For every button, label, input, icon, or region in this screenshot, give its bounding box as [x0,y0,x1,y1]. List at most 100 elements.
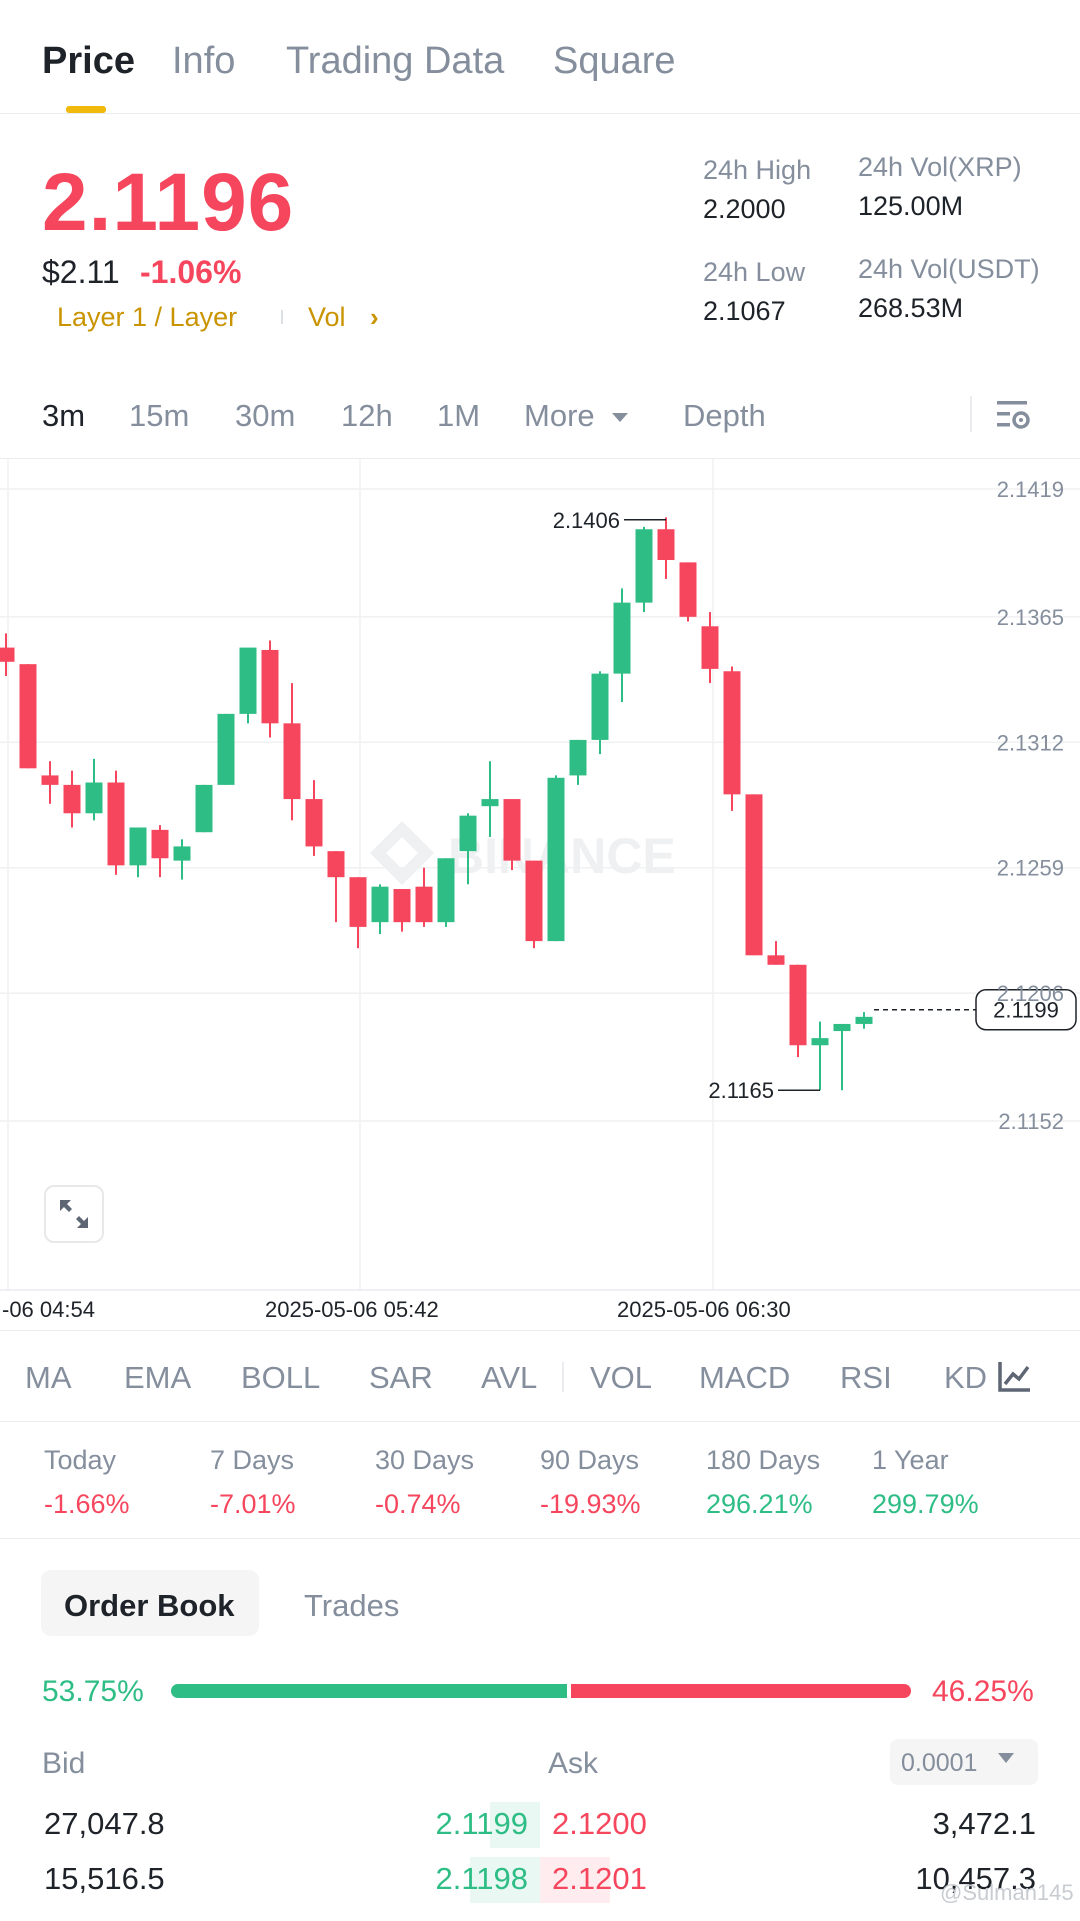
candle-body [0,647,15,662]
ask-column-header: Ask [548,1747,599,1780]
price-axis-tick-label: 2.1152 [998,1109,1064,1134]
interval-1m[interactable]: 1M [437,398,481,433]
tab-order-book[interactable]: Order Book [64,1588,235,1623]
perf-label-today: Today [44,1445,117,1475]
order-book-row[interactable]: 27,047.8 2.1199 2.1200 3,472.1 [0,1796,1080,1852]
interval-30m[interactable]: 30m [235,398,296,433]
bid-column-header: Bid [42,1747,86,1780]
indicator-vol[interactable]: VOL [590,1360,653,1395]
order-book-row[interactable]: 15,516.5 2.1198 2.1201 10,457.3 [0,1851,1080,1907]
ask-quantity: 10,457.3 [915,1861,1036,1896]
candle-body [437,858,455,923]
tab-trades[interactable]: Trades [304,1588,400,1623]
24h-vol-base-label: 24h Vol(XRP) [858,152,1022,182]
tab-trading-data[interactable]: Trading Data [286,40,505,82]
candle-body [129,827,147,866]
caret-down-icon[interactable] [998,1753,1014,1763]
indicator-ema[interactable]: EMA [124,1360,192,1395]
tag-divider [281,310,283,324]
indicator-ma[interactable]: MA [25,1360,72,1395]
current-price-box [975,988,1077,1031]
time-axis-label-3: 2025-05-06 06:30 [617,1297,791,1322]
tab-info[interactable]: Info [172,40,236,82]
bid-depth-bar [470,1857,540,1903]
perf-label-1y: 1 Year [872,1445,949,1475]
candle-body [415,886,433,923]
candle-body [393,889,411,923]
current-price-label: 2.1199 [993,998,1059,1023]
interval-depth[interactable]: Depth [683,398,766,433]
candle-body [173,846,191,861]
perf-value-7d: -7.01% [210,1489,296,1519]
ask-ratio: 46.25% [932,1675,1034,1708]
vol-tag-link[interactable]: Vol [308,302,346,332]
ask-price: 2.1200 [552,1806,647,1841]
interval-bar-divider [0,458,1080,459]
candle-body [459,815,477,852]
chart-settings-icon[interactable] [994,396,1032,434]
price-change-percent: -1.06% [140,254,242,290]
candle-body [855,1016,873,1024]
candle-body [701,626,719,669]
candle-body [657,529,675,561]
candle-body [261,649,279,724]
24h-high-label: 24h High [703,155,812,185]
interval-12h[interactable]: 12h [341,398,393,433]
perf-value-1y: 299.79% [872,1489,979,1519]
indicator-divider [562,1362,564,1392]
caret-down-icon [612,412,629,422]
interval-more-label: More [524,398,595,433]
uploader-credit: @Sulman145 [940,1880,1074,1905]
perf-value-30d: -0.74% [375,1489,461,1519]
candle-body [481,799,499,807]
chevron-right-icon[interactable]: › [370,302,379,332]
indicator-avl[interactable]: AVL [481,1360,538,1395]
indicator-settings-icon[interactable] [996,1360,1034,1394]
bid-quantity: 27,047.8 [44,1806,165,1841]
indicator-rsi[interactable]: RSI [840,1360,892,1395]
candle-body [63,784,81,814]
candle-body [217,713,235,785]
bid-quantity: 15,516.5 [44,1861,165,1896]
price-axis-tick-label: 2.1419 [997,477,1064,502]
ask-price: 2.1201 [552,1861,647,1896]
perf-value-90d: -19.93% [540,1489,641,1519]
tab-order-book-bg[interactable] [41,1570,259,1636]
price-axis-tick-label: 2.1312 [997,730,1064,755]
candle-body [613,602,631,674]
24h-high-value: 2.2000 [703,194,786,224]
bid-ratio: 53.75% [42,1675,144,1708]
time-axis-label-2: 2025-05-06 05:42 [265,1297,439,1322]
indicator-boll[interactable]: BOLL [241,1360,321,1395]
binance-watermark: BINANCE [370,821,676,885]
indicator-sar[interactable]: SAR [369,1360,433,1395]
low-marker-label: 2.1165 [708,1078,774,1103]
ask-quantity: 3,472.1 [932,1806,1036,1841]
tab-price[interactable]: Price [42,40,135,82]
indicator-kd[interactable]: KD [944,1360,988,1395]
indicator-macd[interactable]: MACD [699,1360,791,1395]
ask-depth-bar [540,1857,610,1903]
tab-square[interactable]: Square [553,40,676,82]
category-tag-link[interactable]: Layer 1 / Layer [57,302,238,332]
fullscreen-button[interactable] [44,1185,104,1243]
interval-3m[interactable]: 3m [42,398,86,433]
top-tab-bar: Price Info Trading Data Square [0,0,1080,114]
perf-label-180d: 180 Days [706,1445,821,1475]
candle-body [107,782,125,866]
candle-body [679,562,697,617]
interval-15m[interactable]: 15m [129,398,190,433]
indicator-bar-bottom-divider [0,1421,1080,1422]
candle-body [41,775,59,785]
high-marker-label: 2.1406 [553,508,620,533]
candle-body [327,851,345,878]
candle-body [371,886,389,923]
24h-vol-base-value: 125.00M [858,191,964,221]
precision-value[interactable]: 0.0001 [901,1749,978,1777]
candle-body [239,647,257,714]
interval-more-dropdown[interactable]: More [524,398,629,434]
candle-body [503,799,521,861]
24h-low-value: 2.1067 [703,296,786,326]
candle-body [789,964,807,1046]
